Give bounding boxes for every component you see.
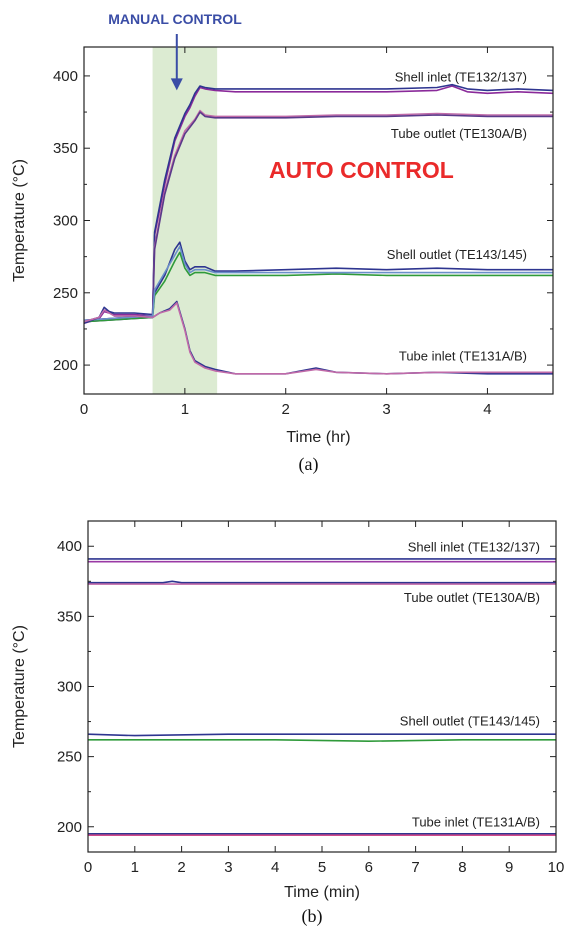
series-line-8 <box>83 302 553 375</box>
y-tick-label: 200 <box>57 819 82 836</box>
x-tick-label: 2 <box>177 859 185 876</box>
x-tick-label: 1 <box>181 401 189 418</box>
x-tick-label: 6 <box>365 859 373 876</box>
panel-caption: (b) <box>302 906 323 927</box>
x-tick-label: 1 <box>131 859 139 876</box>
x-tick-label: 0 <box>84 859 92 876</box>
panel-a: 0 1 2 3 4 200 250 300 350 400 Time (hr) Temperature… <box>11 11 554 475</box>
x-tick-label: 9 <box>505 859 513 876</box>
series-line-6 <box>83 245 553 322</box>
x-tick-label: 4 <box>483 401 491 418</box>
series-line-5 <box>83 251 553 323</box>
panel-caption: (a) <box>299 454 319 475</box>
trace-label: Tube outlet (TE130A/B) <box>404 590 540 605</box>
y-axis-title: Temperature (°C) <box>11 625 28 748</box>
series-line-0 <box>83 85 554 324</box>
trace-label: Tube inlet (TE131A/B) <box>412 815 540 830</box>
y-tick-label: 350 <box>53 140 78 157</box>
y-tick-label: 300 <box>57 679 82 696</box>
x-tick-label: 3 <box>224 859 232 876</box>
series-line-1 <box>83 83 554 323</box>
trace-label: Tube inlet (TE131A/B) <box>399 348 527 363</box>
manual-control-label: MANUAL CONTROL <box>108 11 242 27</box>
y-tick-label: 400 <box>57 538 82 555</box>
x-tick-label: 0 <box>80 401 88 418</box>
series-line-4 <box>83 241 553 322</box>
manual-control-arrowhead <box>170 78 183 91</box>
y-tick-label: 350 <box>57 608 82 625</box>
plot-frame <box>87 520 557 853</box>
x-tick-label: 10 <box>548 859 565 876</box>
series-line-4 <box>87 733 556 737</box>
trace-label: Shell inlet (TE132/137) <box>408 540 540 555</box>
x-tick-label: 3 <box>382 401 390 418</box>
trace-label: Shell outlet (TE143/145) <box>387 247 527 262</box>
y-tick-label: 250 <box>53 285 78 302</box>
y-axis-title: Temperature (°C) <box>11 159 28 282</box>
x-tick-label: 7 <box>411 859 419 876</box>
x-tick-label: 2 <box>282 401 290 418</box>
auto-control-label: AUTO CONTROL <box>269 157 454 183</box>
x-axis-title: Time (hr) <box>286 429 350 446</box>
x-tick-label: 8 <box>458 859 466 876</box>
y-tick-label: 250 <box>57 749 82 766</box>
series-line-3 <box>83 111 553 323</box>
x-axis-title: Time (min) <box>284 884 360 901</box>
x-tick-label: 5 <box>318 859 326 876</box>
x-tick-label: 4 <box>271 859 279 876</box>
y-tick-label: 300 <box>53 213 78 230</box>
series-line-5 <box>88 738 556 743</box>
trace-label: Tube outlet (TE130A/B) <box>391 126 527 141</box>
y-tick-label: 200 <box>53 357 78 374</box>
trace-label: Shell inlet (TE132/137) <box>395 69 527 84</box>
trace-label: Shell outlet (TE143/145) <box>400 714 540 729</box>
panel-b: 0 1 2 3 4 5 6 7 8 9 10 200 250 300 350 400 Time (min) Tem… <box>11 520 565 927</box>
manual-control-region <box>152 47 218 394</box>
series-line-2 <box>88 580 556 584</box>
y-tick-label: 400 <box>53 68 78 85</box>
